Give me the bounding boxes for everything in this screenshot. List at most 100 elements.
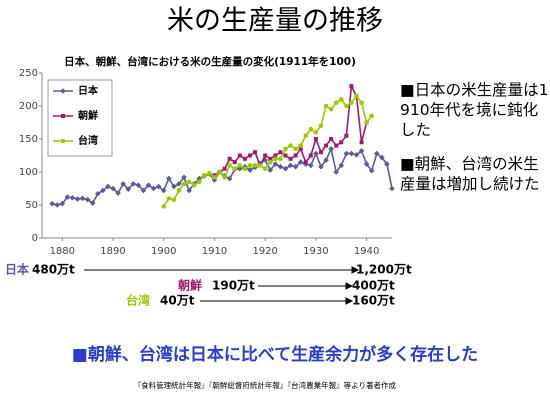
legend: [47, 79, 113, 157]
marker: [344, 133, 349, 138]
marker: [253, 150, 258, 155]
marker: [207, 171, 212, 176]
marker: [318, 150, 323, 155]
marker: [237, 163, 243, 168]
marker: [343, 150, 350, 157]
legend-label: 朝鮮: [78, 109, 98, 122]
legend-marker: [60, 138, 66, 144]
marker: [64, 194, 71, 200]
marker: [288, 156, 293, 161]
y-tick-label: 250: [19, 68, 38, 79]
marker: [389, 185, 395, 192]
marker: [308, 153, 313, 158]
marker: [363, 161, 370, 167]
marker: [282, 165, 289, 172]
marker: [196, 179, 202, 185]
marker: [181, 181, 187, 187]
marker: [84, 196, 91, 203]
marker: [89, 200, 96, 206]
chart-title: 日本、朝鮮、台湾における米の生産量の変化(1911年を100): [64, 55, 356, 68]
marker: [373, 150, 380, 157]
bullet: ■日本の米生産量は1910年代を境に鈍化した: [400, 81, 549, 139]
marker: [313, 137, 318, 141]
marker: [247, 167, 253, 173]
marker: [232, 160, 237, 165]
x-tick-label: 1890: [100, 246, 125, 257]
legend-marker: [60, 88, 66, 94]
series-line: [51, 146, 393, 206]
marker: [227, 156, 232, 161]
marker: [364, 120, 369, 125]
marker: [69, 194, 76, 201]
marker: [54, 202, 61, 208]
marker: [262, 157, 268, 163]
marker: [293, 153, 298, 158]
marker: [252, 163, 258, 168]
production-from: 480万t: [32, 263, 75, 277]
marker: [379, 154, 385, 161]
marker: [211, 177, 218, 183]
series-line: [214, 83, 368, 176]
marker: [272, 161, 279, 167]
marker: [160, 187, 167, 194]
marker: [105, 183, 111, 190]
region-label: 朝鮮: [178, 278, 202, 293]
marker: [354, 93, 359, 99]
marker: [359, 140, 364, 145]
marker: [125, 186, 132, 192]
marker: [247, 153, 252, 158]
production-from: 190万t: [212, 279, 255, 293]
marker: [237, 153, 242, 158]
marker: [293, 146, 298, 152]
marker: [318, 123, 324, 129]
marker: [242, 156, 247, 161]
marker: [262, 166, 268, 171]
y-tick-label: 200: [19, 101, 38, 112]
production-from: 40万t: [160, 294, 195, 308]
marker: [333, 169, 340, 175]
marker: [237, 165, 243, 172]
marker: [74, 196, 81, 202]
marker: [303, 133, 309, 138]
marker: [338, 162, 345, 169]
marker: [155, 183, 162, 190]
y-tick-label: 100: [19, 167, 38, 178]
arrows: [84, 266, 360, 305]
x-tick-label: 1900: [151, 246, 176, 257]
marker: [359, 100, 364, 105]
marker: [94, 190, 101, 197]
slide-title: 米の生産量の推移: [167, 6, 383, 37]
marker: [333, 100, 339, 105]
marker: [334, 143, 339, 148]
marker: [257, 163, 263, 168]
marker: [176, 188, 182, 193]
marker: [313, 150, 319, 157]
marker: [369, 113, 375, 119]
marker: [308, 126, 314, 132]
marker: [287, 162, 294, 169]
marker: [324, 143, 329, 148]
marker: [212, 174, 217, 180]
marker: [186, 187, 192, 194]
marker: [247, 163, 253, 168]
marker: [338, 97, 344, 102]
marker: [328, 146, 334, 152]
marker: [140, 187, 147, 194]
marker: [166, 175, 172, 182]
marker: [191, 182, 197, 188]
marker: [278, 150, 283, 155]
marker: [273, 153, 278, 158]
marker: [226, 175, 233, 182]
marker: [59, 200, 66, 207]
marker: [171, 183, 177, 190]
marker: [267, 167, 274, 173]
marker: [120, 181, 126, 187]
marker: [186, 179, 192, 185]
x-tick-label: 1930: [303, 246, 328, 257]
legend-marker: [61, 114, 65, 118]
y-tick-label: 150: [19, 134, 38, 145]
marker: [292, 163, 299, 170]
marker: [283, 146, 288, 152]
marker: [308, 162, 314, 169]
